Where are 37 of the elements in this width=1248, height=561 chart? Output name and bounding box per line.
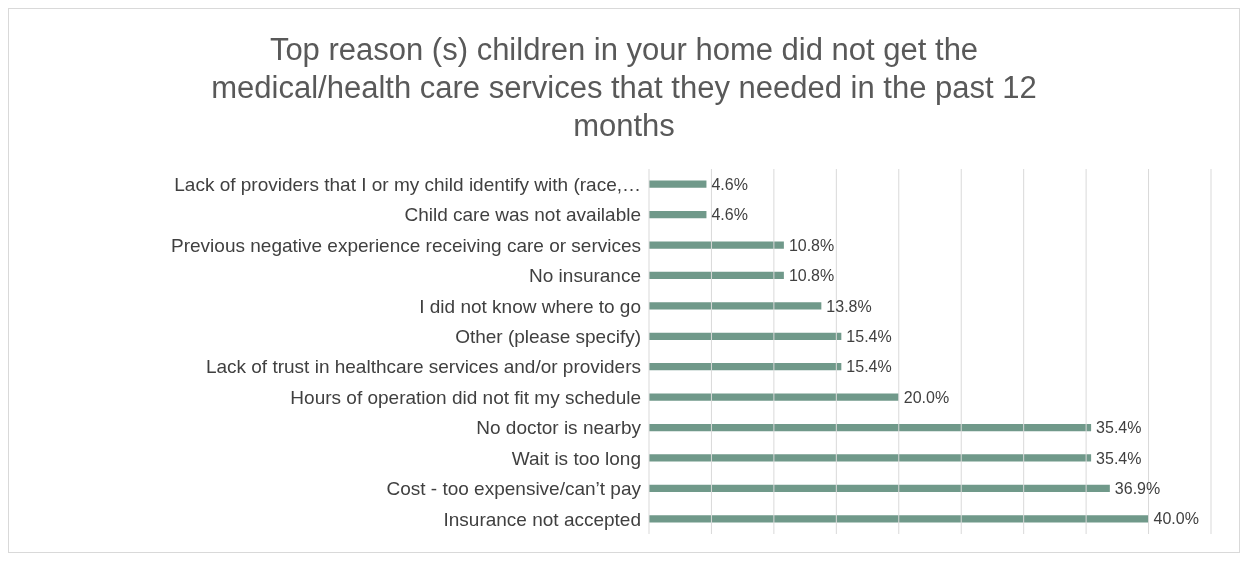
bar (649, 515, 1149, 523)
data-label: 10.8% (788, 236, 835, 254)
y-tick-label: Lack of providers that I or my child identify with (race,… (174, 173, 641, 195)
y-tick-label: Child care was not available (404, 204, 641, 226)
data-label: 15.4% (846, 327, 892, 345)
y-tick-label: Previous negative experience receiving care or services (171, 234, 641, 256)
bar (649, 271, 784, 280)
bar (649, 484, 1110, 493)
chart-title: Top reason (s) children in your home did not get the medical/health care services that they needed in the past 12 months (210, 31, 1038, 145)
data-label: 35.4% (1096, 449, 1142, 467)
y-tick-label: Wait is too long (511, 447, 641, 469)
bar (649, 393, 899, 401)
y-tick-label: No doctor is nearby (476, 417, 642, 439)
data-label: 20.0% (903, 388, 950, 406)
data-label: 4.6% (711, 175, 748, 193)
bar (649, 363, 842, 371)
data-label: 4.6% (711, 206, 748, 224)
y-tick-label: Hours of operation did not fit my schedule (290, 386, 641, 408)
data-label: 36.9% (1114, 480, 1161, 498)
bar (649, 210, 707, 219)
y-tick-label: Cost - too expensive/can’t pay (386, 478, 642, 500)
data-label: 13.8% (826, 297, 872, 315)
y-tick-label: Other (please specify) (455, 326, 641, 348)
data-label: 35.4% (1096, 419, 1142, 437)
y-tick-label: Lack of trust in healthcare services and/or providers (205, 356, 641, 378)
data-label: 15.4% (846, 358, 892, 376)
bar (649, 302, 822, 310)
y-tick-label: Insurance not accepted (443, 508, 641, 530)
y-tick-label: I did not know where to go (419, 295, 641, 317)
bar (649, 332, 842, 340)
bar (649, 241, 784, 249)
bar (649, 423, 1092, 432)
data-label: 40.0% (1153, 510, 1199, 528)
bar (649, 180, 707, 188)
y-tick-label: No insurance (529, 265, 641, 287)
data-label: 10.8% (788, 267, 835, 285)
bar (649, 454, 1092, 462)
